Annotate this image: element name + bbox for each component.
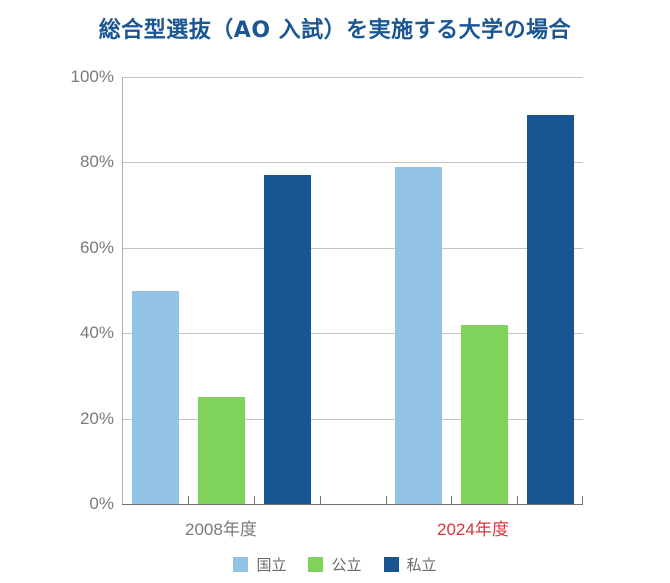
bar-2008-national bbox=[132, 290, 179, 504]
bar-2024-private bbox=[527, 115, 574, 504]
x-tick bbox=[188, 496, 189, 504]
gridline-60 bbox=[122, 248, 583, 249]
x-tick bbox=[517, 496, 518, 504]
chart-title: 総合型選抜（AO 入試）を実施する大学の場合 bbox=[98, 18, 572, 43]
legend: 国立 公立 私立 bbox=[0, 554, 670, 575]
bar-2024-public bbox=[461, 324, 508, 504]
y-axis bbox=[122, 77, 123, 504]
legend-item-national: 国立 bbox=[233, 554, 286, 575]
legend-label: 私立 bbox=[406, 556, 437, 574]
gridline-100 bbox=[122, 77, 583, 78]
y-tick-label-80: 80% bbox=[79, 152, 114, 171]
x-tick bbox=[451, 496, 452, 504]
x-tick bbox=[254, 496, 255, 504]
legend-swatch bbox=[383, 557, 399, 572]
gridline-80 bbox=[122, 162, 583, 163]
bar-2024-national bbox=[395, 166, 442, 504]
bar-2008-private bbox=[264, 175, 311, 504]
x-tick bbox=[582, 496, 583, 504]
legend-item-private: 私立 bbox=[383, 554, 437, 575]
plot-area bbox=[122, 77, 583, 505]
legend-swatch bbox=[233, 557, 249, 572]
y-tick-label-0: 0% bbox=[89, 494, 114, 513]
gridline-20 bbox=[122, 419, 583, 420]
legend-swatch bbox=[308, 557, 324, 572]
legend-label: 国立 bbox=[256, 556, 287, 574]
legend-item-public: 公立 bbox=[308, 554, 362, 575]
x-tick bbox=[386, 496, 387, 504]
gridline-40 bbox=[122, 333, 583, 334]
x-tick bbox=[320, 496, 321, 504]
legend-label: 公立 bbox=[331, 556, 362, 574]
y-tick-label-100: 100% bbox=[70, 67, 114, 86]
x-label-2008: 2008年度 bbox=[185, 520, 257, 539]
x-label-2024: 2024年度 bbox=[437, 520, 509, 539]
y-tick-label-60: 60% bbox=[79, 238, 114, 257]
y-tick-label-20: 20% bbox=[79, 409, 114, 428]
x-axis bbox=[122, 504, 583, 505]
bar-2008-public bbox=[198, 397, 245, 504]
y-tick-label-40: 40% bbox=[79, 323, 114, 342]
